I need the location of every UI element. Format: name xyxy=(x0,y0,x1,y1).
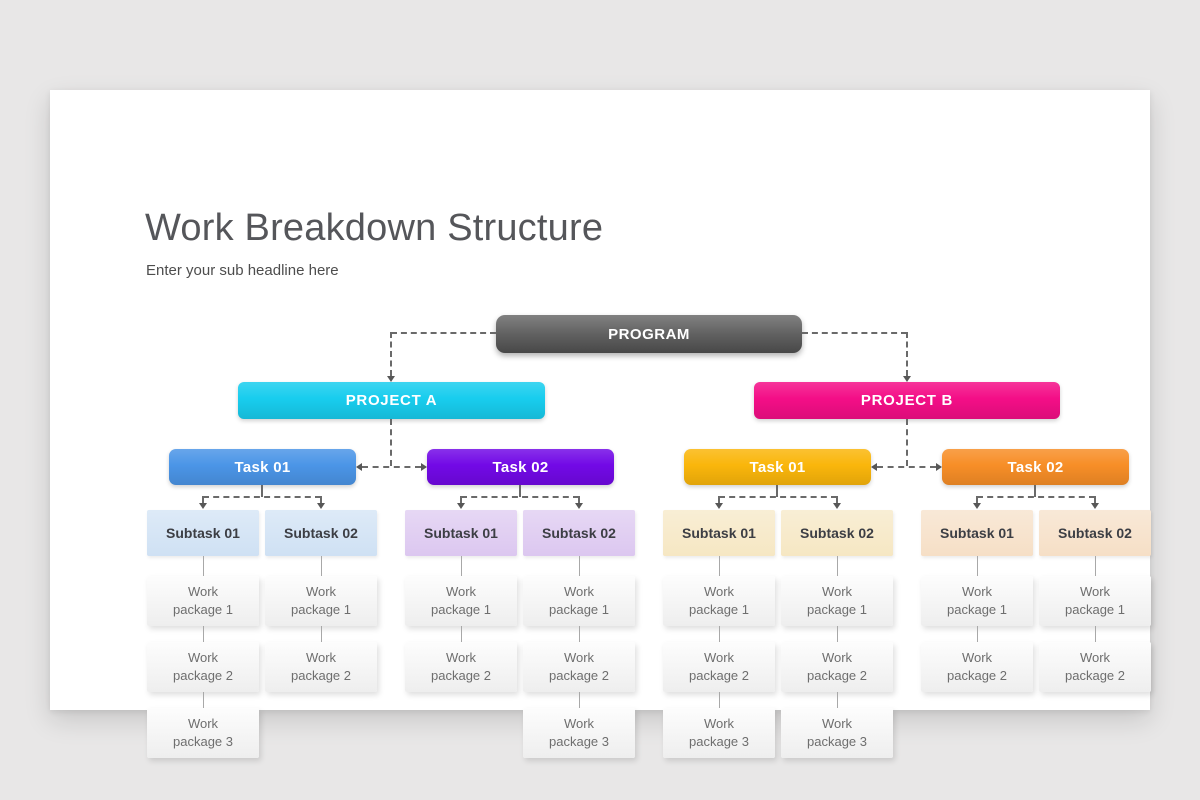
connector-task-a1-sub1-v xyxy=(202,496,204,504)
task-a1-node: Task 01 xyxy=(169,449,356,485)
connector-task-a2-sub2-v xyxy=(578,496,580,504)
work-package-node: Work package 1 xyxy=(265,556,377,626)
page-title: Work Breakdown Structure xyxy=(145,207,604,249)
arrow-down-icon xyxy=(903,376,911,382)
work-package-node: Work package 3 xyxy=(147,692,259,758)
work-package-node: Work package 2 xyxy=(523,626,635,692)
work-package-column: Work package 1 Work package 2 Work packa… xyxy=(147,556,259,758)
subtask-b2-2-node: Subtask 02 xyxy=(1039,510,1151,556)
arrow-down-icon xyxy=(457,503,465,509)
arrow-right-icon xyxy=(421,463,427,471)
connector-task-b1-sub2-v xyxy=(836,496,838,504)
arrow-right-icon xyxy=(936,463,942,471)
connector-task-b2-sub2-v xyxy=(1094,496,1096,504)
work-package-node: Work package 2 xyxy=(1039,626,1151,692)
work-package-column: Work package 1 Work package 2 xyxy=(921,556,1033,692)
task-a2-node: Task 02 xyxy=(427,449,614,485)
connector-task-a2-sub1-v xyxy=(460,496,462,504)
subtask-b2-1-node: Subtask 01 xyxy=(921,510,1033,556)
work-package-node: Work package 2 xyxy=(147,626,259,692)
connector-project-b-tasks-h xyxy=(877,466,936,468)
work-package-node: Work package 3 xyxy=(523,692,635,758)
work-package-node: Work package 2 xyxy=(405,626,517,692)
work-package-node: Work package 1 xyxy=(523,556,635,626)
work-package-column: Work package 1 Work package 2 Work packa… xyxy=(663,556,775,758)
arrow-left-icon xyxy=(871,463,877,471)
subtask-b1-1-node: Subtask 01 xyxy=(663,510,775,556)
task-b1-node: Task 01 xyxy=(684,449,871,485)
work-package-node: Work package 2 xyxy=(781,626,893,692)
work-package-node: Work package 2 xyxy=(265,626,377,692)
connector-task-a2-h xyxy=(461,496,579,498)
subtask-b1-2-node: Subtask 02 xyxy=(781,510,893,556)
project-a-node: PROJECT A xyxy=(238,382,545,419)
connector-task-a1-sub2-v xyxy=(320,496,322,504)
subtask-a2-2-node: Subtask 02 xyxy=(523,510,635,556)
work-package-node: Work package 1 xyxy=(147,556,259,626)
arrow-down-icon xyxy=(317,503,325,509)
connector-task-b1-sub1-v xyxy=(718,496,720,504)
connector-project-a-tasks-h xyxy=(362,466,421,468)
work-package-node: Work package 1 xyxy=(781,556,893,626)
arrow-down-icon xyxy=(387,376,395,382)
arrow-left-icon xyxy=(356,463,362,471)
work-package-node: Work package 1 xyxy=(1039,556,1151,626)
arrow-down-icon xyxy=(575,503,583,509)
work-package-node: Work package 1 xyxy=(405,556,517,626)
work-package-column: Work package 1 Work package 2 xyxy=(265,556,377,692)
subtask-a1-2-node: Subtask 02 xyxy=(265,510,377,556)
arrow-down-icon xyxy=(715,503,723,509)
subtask-a1-1-node: Subtask 01 xyxy=(147,510,259,556)
connector-program-project-a-h xyxy=(391,332,496,334)
work-package-node: Work package 3 xyxy=(781,692,893,758)
connector-task-b2-h xyxy=(977,496,1095,498)
subtask-a2-1-node: Subtask 01 xyxy=(405,510,517,556)
connector-task-b2-sub1-v xyxy=(976,496,978,504)
task-b2-node: Task 02 xyxy=(942,449,1129,485)
work-package-node: Work package 2 xyxy=(663,626,775,692)
arrow-down-icon xyxy=(973,503,981,509)
work-package-column: Work package 1 Work package 2 Work packa… xyxy=(781,556,893,758)
slide: Work Breakdown Structure Enter your sub … xyxy=(50,90,1151,758)
arrow-down-icon xyxy=(1091,503,1099,509)
connector-project-a-stem xyxy=(390,419,392,466)
connector-task-b1-stem xyxy=(776,485,778,497)
work-package-column: Work package 1 Work package 2 xyxy=(1039,556,1151,692)
connector-program-project-b-v xyxy=(906,332,908,376)
connector-project-b-stem xyxy=(906,419,908,466)
arrow-down-icon xyxy=(199,503,207,509)
work-package-node: Work package 2 xyxy=(921,626,1033,692)
work-package-node: Work package 1 xyxy=(921,556,1033,626)
work-package-column: Work package 1 Work package 2 Work packa… xyxy=(523,556,635,758)
work-package-node: Work package 3 xyxy=(663,692,775,758)
program-node: PROGRAM xyxy=(496,315,802,353)
connector-program-project-b-h xyxy=(802,332,907,334)
project-b-node: PROJECT B xyxy=(754,382,1060,419)
arrow-down-icon xyxy=(833,503,841,509)
connector-task-a2-stem xyxy=(519,485,521,497)
work-package-node: Work package 1 xyxy=(663,556,775,626)
connector-task-b1-h xyxy=(719,496,837,498)
connector-task-b2-stem xyxy=(1034,485,1036,497)
page-subtitle: Enter your sub headline here xyxy=(146,262,339,279)
work-package-column: Work package 1 Work package 2 xyxy=(405,556,517,692)
connector-program-project-a-v xyxy=(390,332,392,376)
connector-task-a1-stem xyxy=(261,485,263,497)
connector-task-a1-h xyxy=(203,496,321,498)
